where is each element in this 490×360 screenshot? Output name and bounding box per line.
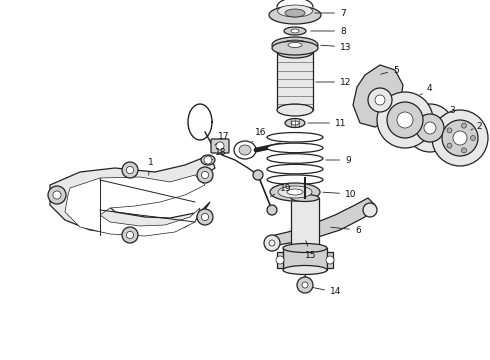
Circle shape [397, 112, 413, 128]
Circle shape [462, 123, 466, 128]
Ellipse shape [283, 243, 327, 252]
Circle shape [470, 135, 475, 140]
Ellipse shape [284, 27, 306, 35]
Text: 19: 19 [270, 184, 292, 197]
FancyBboxPatch shape [211, 139, 229, 153]
Polygon shape [65, 175, 205, 236]
Ellipse shape [291, 194, 319, 202]
Circle shape [197, 167, 213, 183]
Bar [283, 248, 327, 270]
Ellipse shape [285, 118, 305, 127]
Ellipse shape [277, 5, 313, 17]
Circle shape [297, 277, 313, 293]
Circle shape [267, 205, 277, 215]
Ellipse shape [283, 266, 327, 275]
Circle shape [368, 88, 392, 112]
Ellipse shape [277, 104, 313, 116]
Ellipse shape [291, 29, 299, 33]
Circle shape [269, 240, 275, 246]
Circle shape [53, 191, 61, 199]
Ellipse shape [291, 247, 319, 253]
Circle shape [326, 256, 334, 264]
Text: 13: 13 [321, 42, 351, 51]
Ellipse shape [267, 175, 323, 184]
Circle shape [126, 166, 134, 174]
Text: 18: 18 [212, 148, 226, 160]
Circle shape [416, 114, 444, 142]
Bar [327, 252, 333, 268]
Circle shape [447, 143, 452, 148]
Bar [277, 52, 313, 110]
Circle shape [122, 162, 138, 178]
Circle shape [48, 186, 66, 204]
Circle shape [197, 209, 213, 225]
Text: 8: 8 [311, 27, 346, 36]
Ellipse shape [267, 154, 323, 163]
Ellipse shape [272, 37, 318, 53]
Text: 17: 17 [215, 131, 229, 145]
Circle shape [432, 110, 488, 166]
Text: 1: 1 [148, 158, 154, 175]
Text: 11: 11 [308, 118, 346, 127]
Circle shape [453, 131, 467, 145]
Ellipse shape [267, 132, 323, 142]
Ellipse shape [272, 41, 318, 55]
Circle shape [204, 156, 212, 164]
Polygon shape [268, 198, 375, 247]
Circle shape [406, 104, 454, 152]
Ellipse shape [277, 46, 313, 58]
Text: 14: 14 [313, 288, 342, 297]
Text: 10: 10 [323, 189, 357, 198]
Bar [291, 198, 319, 250]
Text: 16: 16 [252, 127, 267, 142]
Circle shape [201, 213, 209, 221]
Ellipse shape [278, 186, 312, 198]
Ellipse shape [269, 6, 321, 24]
Text: 12: 12 [316, 77, 351, 86]
Circle shape [302, 282, 308, 288]
Ellipse shape [281, 40, 309, 50]
Circle shape [447, 128, 452, 133]
Circle shape [424, 122, 436, 134]
Ellipse shape [285, 9, 305, 17]
Circle shape [216, 142, 224, 150]
Text: 5: 5 [381, 66, 399, 75]
Ellipse shape [239, 145, 251, 155]
Text: 7: 7 [315, 9, 346, 18]
Ellipse shape [270, 183, 320, 201]
Text: 6: 6 [331, 225, 361, 234]
Circle shape [377, 92, 433, 148]
Ellipse shape [288, 42, 302, 48]
Circle shape [462, 148, 466, 153]
Circle shape [442, 120, 478, 156]
Ellipse shape [291, 121, 299, 125]
Circle shape [363, 203, 377, 217]
Circle shape [375, 95, 385, 105]
Text: 2: 2 [471, 122, 482, 131]
Ellipse shape [287, 189, 303, 195]
Circle shape [126, 231, 134, 239]
Circle shape [122, 227, 138, 243]
Ellipse shape [201, 155, 215, 165]
Text: 4: 4 [420, 84, 433, 95]
Circle shape [387, 102, 423, 138]
Ellipse shape [267, 143, 323, 153]
Circle shape [253, 170, 263, 180]
Bar [277, 252, 283, 268]
Circle shape [201, 171, 209, 179]
Text: 3: 3 [444, 105, 455, 116]
Text: 15: 15 [305, 240, 317, 261]
Ellipse shape [267, 164, 323, 174]
Polygon shape [353, 65, 403, 127]
Text: 9: 9 [326, 156, 351, 165]
Circle shape [276, 256, 284, 264]
Polygon shape [50, 155, 215, 234]
Circle shape [264, 235, 280, 251]
